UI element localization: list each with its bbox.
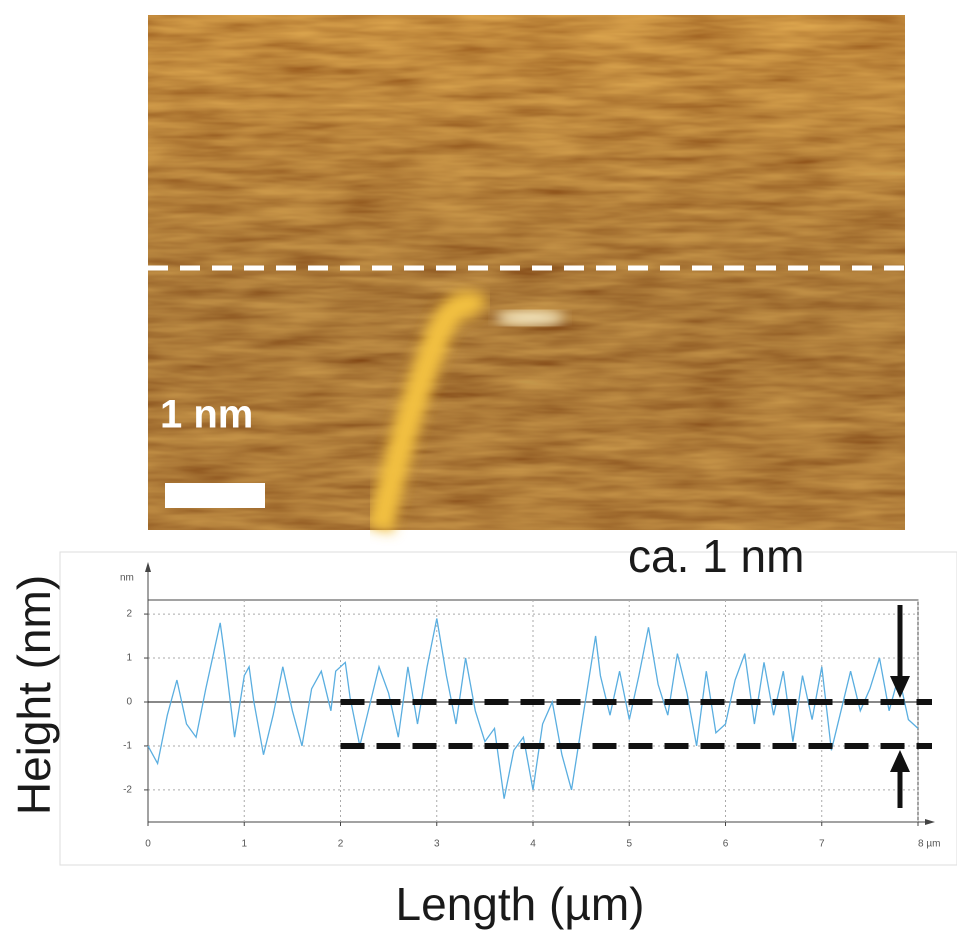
plot: -2 -1 0 1 2 0 1 2 3 4 5 6 7 8 µm [123,562,940,850]
x-tick-label: 0 [145,839,151,850]
y-tick-label: 2 [126,609,132,620]
x-tick-label: 7 [819,839,825,850]
afm-image: 1 nm [148,15,905,533]
annotation: ca. 1 nm [628,530,804,582]
y-tick-label: 1 [126,653,132,664]
y-axis-head [145,562,151,572]
x-axis-head [925,819,935,825]
x-tick-label: 5 [626,839,632,850]
x-tick-label: 1 [241,839,247,850]
arrow-up-head [890,750,910,772]
x-tick-label: 2 [338,839,344,850]
scale-bar-label: 1 nm [160,393,253,437]
afm-shade [148,15,905,530]
y-tick-label: 0 [126,697,132,708]
arrows [890,605,910,808]
arrow-down-head [890,676,910,698]
x-axis-label: Length (µm) [396,878,645,930]
bright-spot [495,311,565,325]
fiber [367,291,490,533]
profile-line [147,618,919,799]
scale-bar [165,483,265,508]
y-unit: nm [120,573,134,584]
x-tick-label: 4 [530,839,536,850]
y-tick-label: -2 [123,785,132,796]
y-tick-label: -1 [123,741,132,752]
x-tick-label: 3 [434,839,440,850]
y-axis-label: Height (nm) [8,575,60,815]
x-tick-label: 8 µm [918,839,940,850]
x-tick-label: 6 [723,839,729,850]
